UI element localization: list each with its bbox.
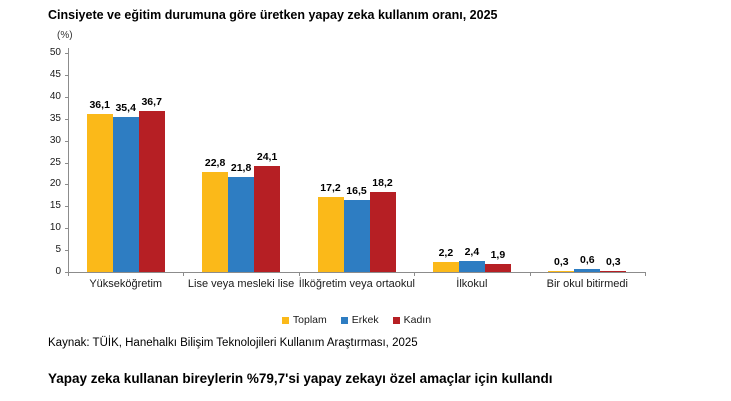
bar-chart: 0 5 10 15 20 25 30 35 40 45 50 Yükseköğretim 36,1 35,…	[49, 47, 646, 290]
y-axis-tick	[65, 53, 68, 54]
y-axis-tick	[65, 96, 68, 98]
y-axis-tick-label: 0	[55, 266, 61, 277]
chart-legend: Toplam Erkek Kadın	[68, 315, 645, 326]
x-axis-tick	[68, 273, 69, 276]
bar-value-label: 2,4	[464, 246, 480, 258]
x-axis-tick	[183, 273, 184, 276]
bar-value-label: 16,5	[346, 185, 367, 197]
bottom-headline: Yapay zeka kullanan bireylerin %79,7'si …	[48, 371, 553, 386]
bar-value-label: 0,3	[553, 256, 569, 268]
bar-erkek	[574, 269, 601, 272]
y-axis-tick	[65, 140, 68, 142]
bar-value-label: 36,7	[141, 96, 162, 108]
x-axis-tick	[299, 273, 300, 276]
category-label: İlköğretim veya ortaokul	[298, 278, 415, 290]
legend-label: Kadın	[403, 314, 432, 326]
y-axis-unit-label: (%)	[57, 30, 73, 41]
legend-item-kadın: Kadın	[392, 314, 432, 326]
y-axis-tick	[65, 250, 68, 252]
bar-value-label: 36,1	[89, 99, 110, 111]
y-axis-tick	[65, 184, 68, 186]
chart-title: Cinsiyete ve eğitim durumuna göre üretke…	[48, 8, 498, 22]
x-axis-tick	[645, 273, 646, 276]
bar-kadın	[369, 192, 396, 272]
bar-value-label: 2,2	[438, 247, 454, 259]
legend-swatch-icon	[281, 317, 289, 324]
bar-toplam	[317, 197, 344, 272]
bar-value-label: 17,2	[320, 182, 341, 194]
bar-kadın	[138, 111, 165, 272]
y-axis-tick	[65, 118, 68, 120]
category-label: İlkokul	[456, 278, 488, 290]
bar-kadın	[484, 264, 511, 272]
bar-toplam	[432, 262, 459, 272]
x-axis-tick	[530, 273, 531, 276]
y-axis-tick-label: 10	[49, 222, 61, 234]
y-axis-tick	[65, 74, 68, 76]
legend-item-toplam: Toplam	[281, 314, 327, 326]
legend-swatch-icon	[340, 317, 348, 324]
y-axis-tick-label: 25	[49, 156, 61, 168]
legend-label: Toplam	[292, 314, 327, 326]
bar-kadın	[600, 271, 627, 272]
y-axis-tick-label: 45	[49, 68, 61, 80]
y-axis-tick	[65, 206, 68, 208]
bar-value-label: 24,1	[256, 151, 278, 163]
y-axis-tick-label: 50	[49, 47, 61, 58]
bar-value-label: 35,4	[115, 102, 136, 114]
y-axis-tick	[65, 272, 68, 273]
y-axis-tick-label: 5	[55, 244, 61, 256]
bar-value-label: 18,2	[372, 177, 393, 189]
legend-item-erkek: Erkek	[340, 314, 379, 326]
y-axis-tick-label: 30	[49, 134, 61, 146]
bar-kadın	[254, 166, 281, 272]
bar-toplam	[202, 172, 229, 272]
category-label: Lise veya mesleki lise	[187, 278, 295, 290]
category-label: Bir okul bitirmedi	[546, 278, 628, 290]
y-axis-tick-label: 35	[49, 112, 61, 124]
y-axis-tick-label: 20	[49, 178, 61, 190]
y-axis-tick	[65, 162, 68, 164]
bar-value-label: 0,6	[579, 254, 595, 266]
bar-value-label: 1,9	[490, 249, 506, 261]
bar-toplam	[86, 114, 113, 272]
bar-value-label: 22,8	[204, 157, 226, 169]
bar-toplam	[548, 271, 575, 272]
legend-label: Erkek	[351, 314, 379, 326]
bar-erkek	[458, 261, 485, 272]
y-axis-line	[68, 48, 69, 273]
y-axis-tick-label: 40	[49, 90, 61, 102]
bar-value-label: 21,8	[230, 162, 252, 174]
source-note: Kaynak: TÜİK, Hanehalkı Bilişim Teknoloj…	[48, 337, 418, 349]
bar-value-label: 0,3	[605, 256, 621, 268]
bar-erkek	[112, 117, 139, 272]
bar-erkek	[343, 200, 370, 272]
y-axis-tick-label: 15	[49, 200, 61, 212]
category-label: Yükseköğretim	[89, 278, 163, 290]
x-axis-line	[68, 272, 646, 273]
x-axis-tick	[414, 273, 415, 276]
y-axis-tick	[65, 228, 68, 230]
bar-erkek	[228, 177, 255, 272]
legend-swatch-icon	[392, 317, 400, 324]
